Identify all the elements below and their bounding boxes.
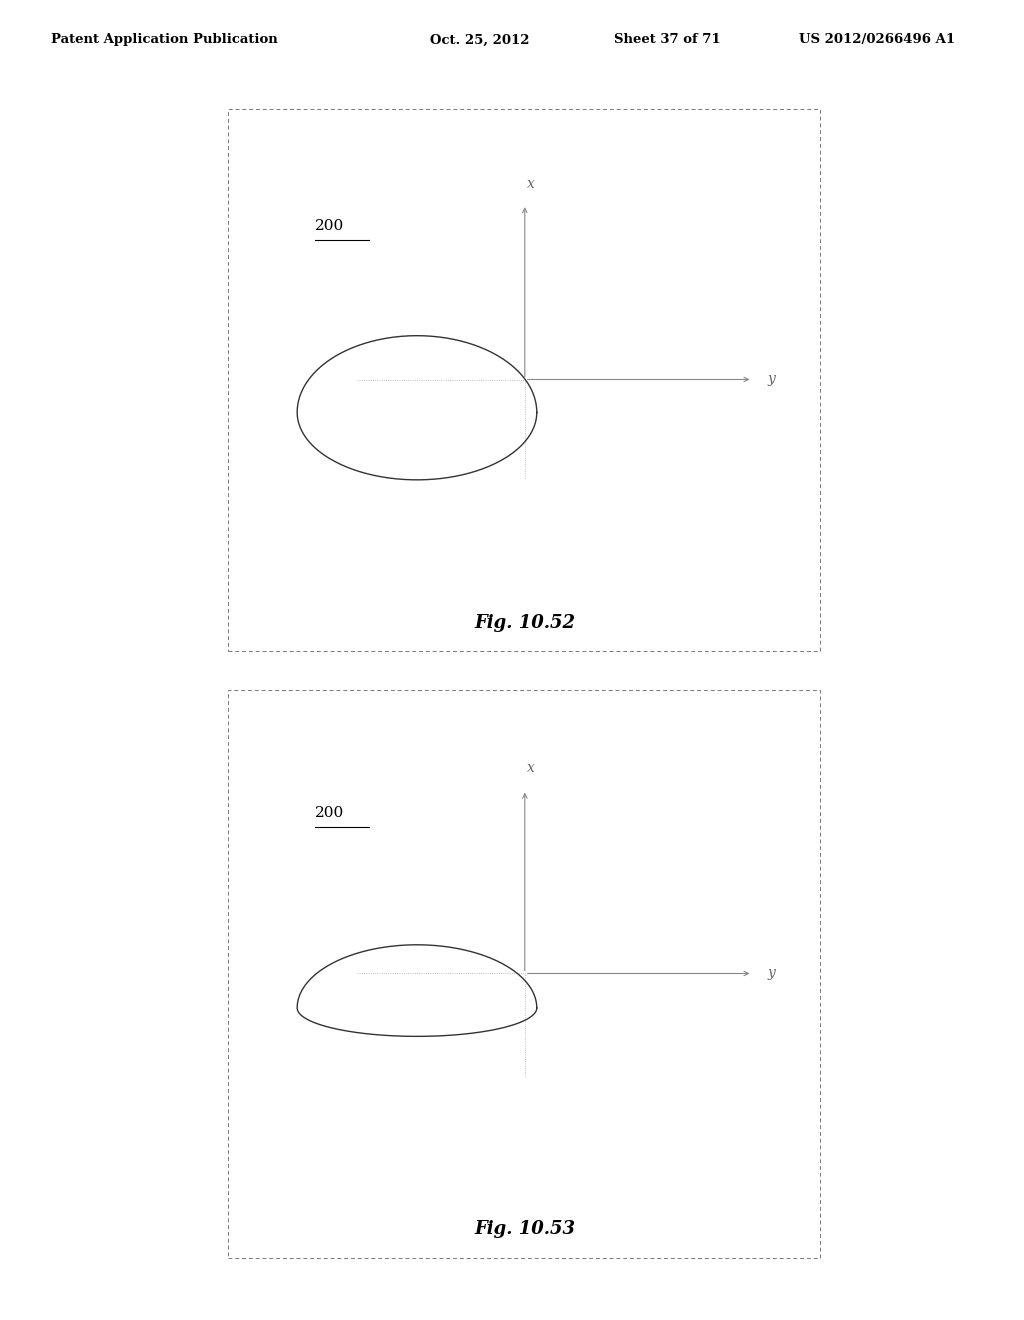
Text: Fig. 10.52: Fig. 10.52: [474, 614, 575, 632]
Text: Fig. 10.53: Fig. 10.53: [474, 1220, 575, 1238]
Text: 200: 200: [315, 219, 344, 234]
Text: y: y: [767, 966, 775, 981]
Text: Sheet 37 of 71: Sheet 37 of 71: [614, 33, 721, 46]
Text: y: y: [767, 372, 775, 387]
Text: 200: 200: [315, 805, 344, 820]
Text: Oct. 25, 2012: Oct. 25, 2012: [430, 33, 529, 46]
Text: x: x: [527, 762, 535, 775]
Text: US 2012/0266496 A1: US 2012/0266496 A1: [799, 33, 954, 46]
Text: x: x: [527, 177, 535, 190]
Text: Patent Application Publication: Patent Application Publication: [51, 33, 278, 46]
